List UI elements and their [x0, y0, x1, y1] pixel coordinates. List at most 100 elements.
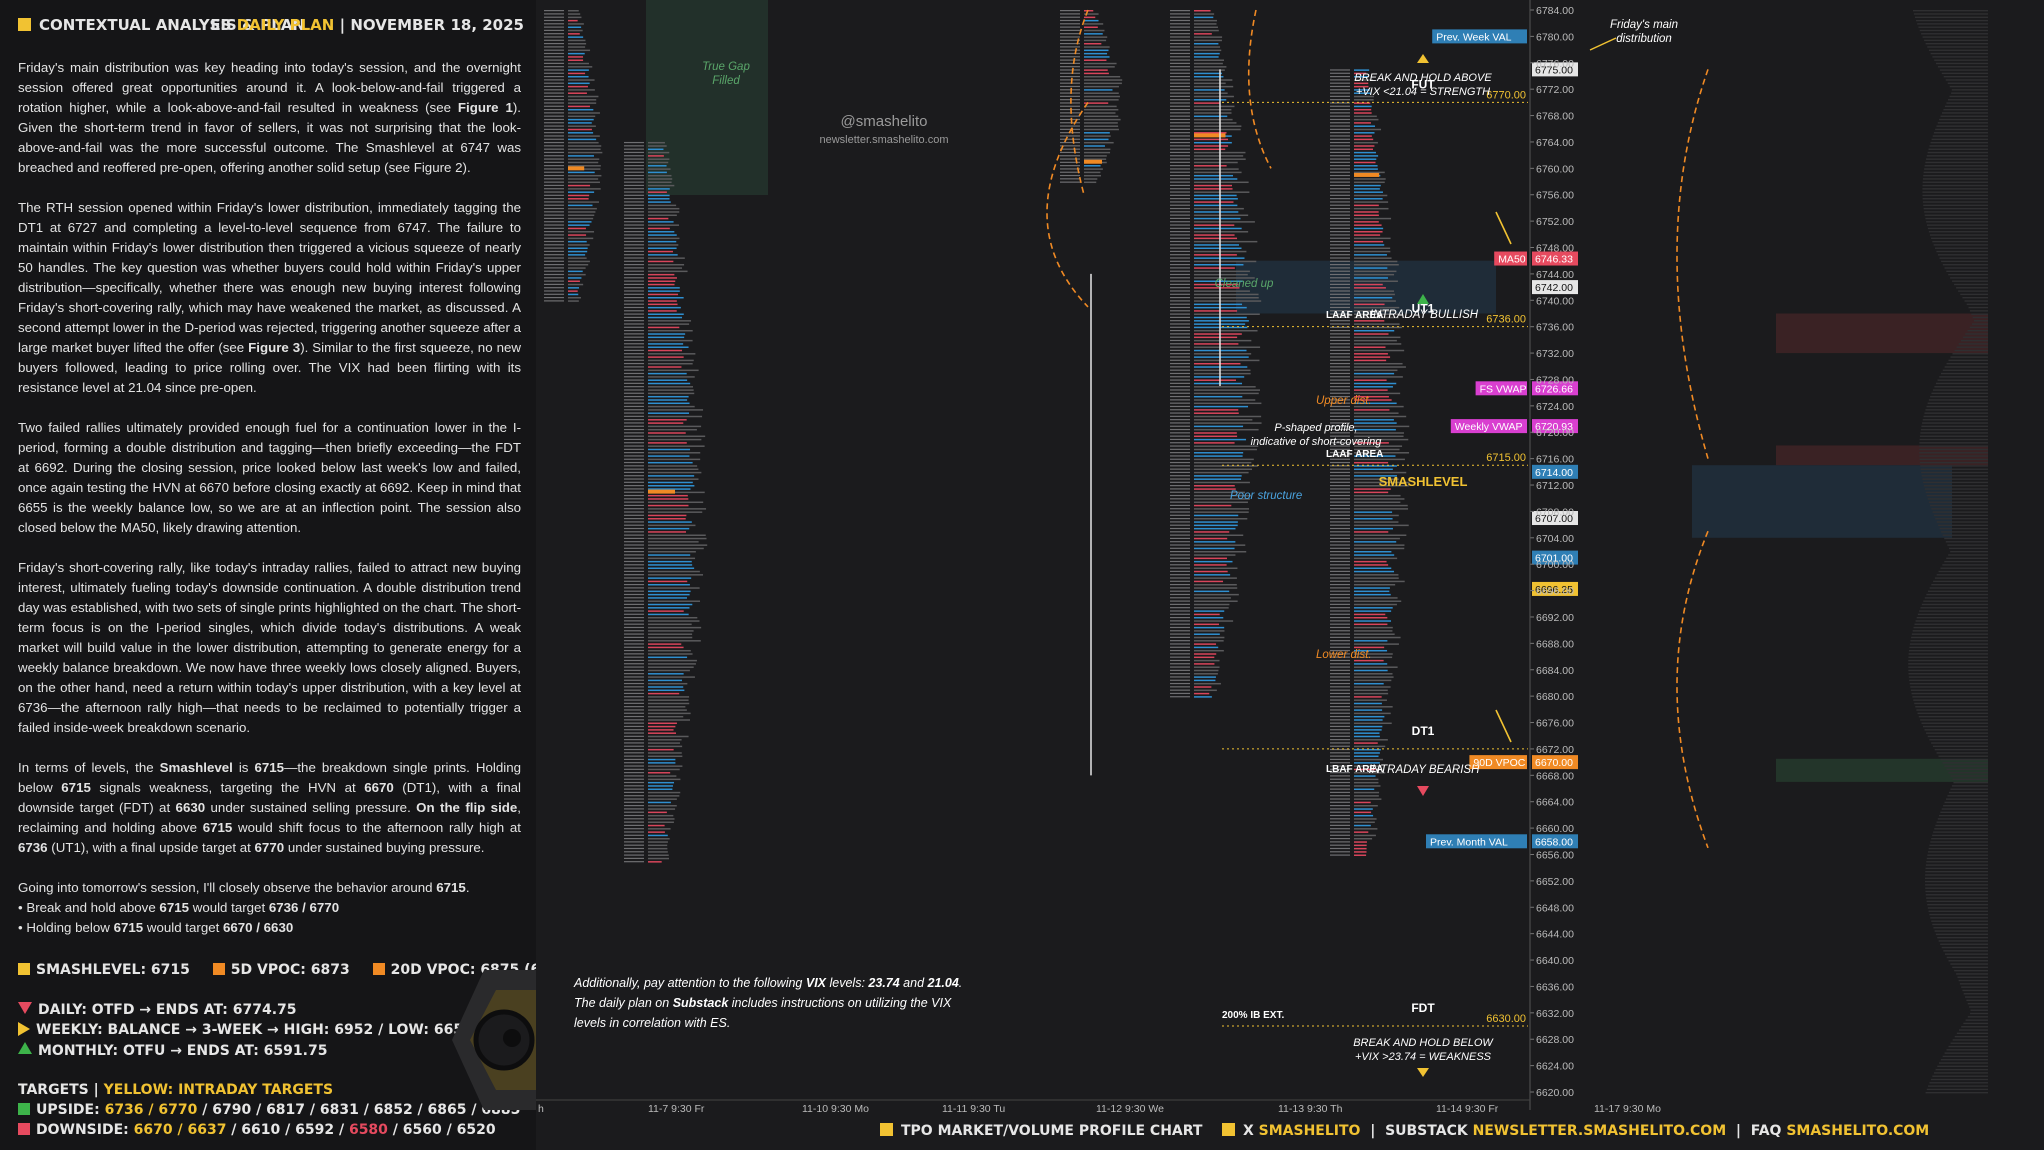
tpo-letters — [1330, 425, 1350, 427]
volume-profile-bar — [1950, 356, 1988, 358]
tpo-letters — [624, 405, 644, 408]
volume-profile-bar — [1930, 1078, 1988, 1081]
tpo-letters — [544, 293, 564, 295]
tpo-letters — [1170, 636, 1190, 638]
target-label: DT1 — [1412, 724, 1435, 738]
tpo-letters — [1170, 633, 1190, 635]
bold-text: 6715 — [61, 780, 91, 795]
tpo-letters — [1060, 85, 1080, 88]
tpo-row — [1084, 99, 1119, 101]
tpo-letters — [1170, 39, 1190, 41]
tpo-row — [1194, 392, 1259, 395]
tpo-row — [1354, 158, 1377, 160]
volume-profile-bar — [1952, 778, 1988, 781]
tpo-letters — [1330, 673, 1350, 675]
volume-profile-bar — [1921, 33, 1988, 35]
tpo-row — [1194, 267, 1235, 269]
tpo-letters — [624, 379, 644, 381]
tpo-row — [1354, 775, 1376, 777]
tpo-row — [1084, 49, 1109, 52]
tpo-letters — [1330, 653, 1350, 655]
tpo-row — [1354, 527, 1393, 530]
tpo-letters — [1170, 448, 1190, 450]
tpo-letters — [1330, 148, 1350, 150]
tpo-letters — [624, 372, 644, 375]
tpo-letters — [1170, 329, 1190, 332]
volume-profile-bar — [1922, 191, 1988, 193]
tpo-row — [1354, 686, 1391, 688]
target-value: 6630.00 — [1486, 1013, 1526, 1025]
x-handle-link[interactable]: SMASHELITO — [1258, 1123, 1361, 1139]
tpo-row — [1354, 488, 1391, 490]
tpo-letters — [1170, 303, 1190, 305]
tpo-letters — [1060, 10, 1080, 12]
tpo-letters — [624, 339, 644, 342]
tpo-letters — [1060, 29, 1080, 31]
tpo-row — [1084, 122, 1118, 124]
volume-profile-bar — [1923, 481, 1988, 484]
tpo-row — [648, 287, 680, 289]
tpo-letters — [1170, 151, 1190, 154]
tpo-letters — [624, 174, 644, 177]
tpo-row — [1354, 735, 1380, 738]
tpo-letters — [1060, 135, 1080, 137]
y-tick-label: 6716.00 — [1536, 454, 1574, 466]
text-run: —the breakdown single prints. Holding be… — [18, 760, 521, 795]
tpo-letters — [624, 814, 644, 817]
tpo-row — [1194, 435, 1238, 438]
volume-profile-bar — [1919, 458, 1988, 461]
tpo-row — [1194, 211, 1239, 213]
tpo-letters — [1330, 267, 1350, 269]
zone-label: LAAF AREA — [1326, 449, 1383, 460]
tpo-row — [648, 653, 693, 655]
tpo-row — [648, 158, 670, 160]
tpo-letters — [624, 425, 644, 427]
tpo-letters — [1330, 699, 1350, 701]
tpo-row — [1354, 270, 1397, 273]
tpo-row — [1354, 534, 1407, 537]
tpo-row — [568, 39, 586, 42]
tpo-letters — [1170, 320, 1190, 322]
tpo-letters — [1170, 158, 1190, 160]
tpo-letters — [1170, 336, 1190, 338]
tpo-letters — [1330, 201, 1350, 203]
tpo-letters — [544, 89, 564, 91]
tpo-row — [648, 161, 669, 164]
substack-link[interactable]: NEWSLETTER.SMASHELITO.COM — [1472, 1123, 1727, 1139]
tpo-row — [1354, 844, 1367, 847]
tpo-row — [1354, 590, 1390, 593]
tpo-row — [1194, 491, 1245, 494]
tpo-row — [1354, 425, 1410, 428]
tpo-letters — [1060, 145, 1080, 147]
tpo-letters — [1330, 419, 1350, 421]
price-tag-value: 6701.00 — [1535, 553, 1573, 565]
volume-profile-bar — [1927, 227, 1988, 230]
tpo-letters — [1170, 52, 1190, 55]
tpo-row — [568, 141, 599, 144]
tpo-letters — [1330, 382, 1350, 384]
tpo-row — [1354, 689, 1388, 692]
faq-link[interactable]: SMASHELITO.COM — [1786, 1123, 1930, 1139]
tpo-row — [1354, 283, 1383, 286]
tpo-letters — [1060, 155, 1080, 157]
volume-profile-bar — [1926, 224, 1988, 226]
tpo-row — [648, 359, 694, 362]
tpo-row — [1354, 732, 1380, 734]
tpo-row — [1194, 89, 1225, 91]
volume-profile-bar — [1940, 1059, 1988, 1061]
tpo-letters — [1170, 402, 1190, 404]
tpo-letters — [1170, 531, 1190, 533]
plan-title: ES DAILY PLAN | NOVEMBER 18, 2025 — [210, 16, 524, 34]
tpo-letters — [1330, 145, 1350, 147]
tpo-row — [1354, 85, 1369, 88]
brand-logo-icon — [452, 970, 536, 1110]
tpo-row — [1354, 729, 1382, 731]
tpo-row — [1194, 692, 1210, 695]
tpo-letters — [1170, 224, 1190, 226]
tpo-row — [1194, 643, 1217, 645]
tpo-row — [1194, 184, 1233, 187]
tpo-row — [1354, 405, 1404, 408]
volume-profile-bar — [1941, 260, 1988, 263]
tpo-row — [648, 471, 702, 474]
tpo-row — [1194, 527, 1236, 530]
